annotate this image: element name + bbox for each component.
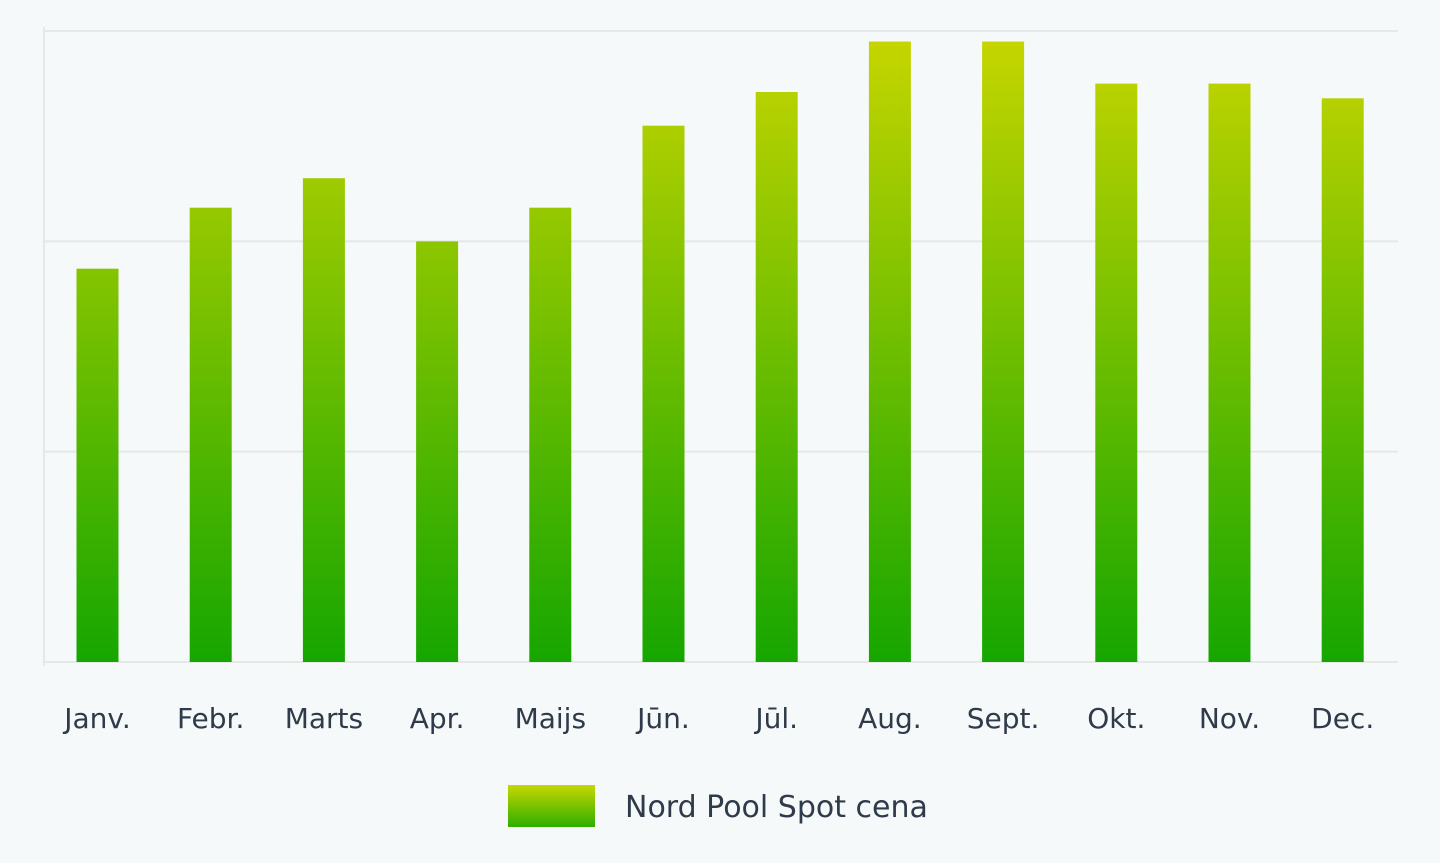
bar-7 — [868, 41, 911, 663]
x-tick-label: Janv. — [62, 702, 130, 735]
legend-label: Nord Pool Spot cena — [625, 790, 928, 825]
x-tick-label: Maijs — [515, 702, 586, 735]
bar-2 — [302, 178, 345, 662]
legend: Nord Pool Spot cena — [508, 785, 928, 827]
bars — [76, 41, 1364, 663]
legend-swatch — [508, 785, 595, 827]
bar-9 — [1095, 83, 1138, 663]
bar-8 — [982, 41, 1025, 663]
x-tick-label: Apr. — [410, 702, 465, 735]
x-tick-label: Sept. — [967, 702, 1040, 735]
x-tick-label: Jūl. — [753, 702, 798, 735]
bar-4 — [529, 207, 572, 662]
bar-3 — [416, 241, 459, 663]
x-tick-label: Dec. — [1311, 702, 1374, 735]
x-tick-label: Febr. — [177, 702, 244, 735]
bar-11 — [1321, 98, 1364, 663]
bar-0 — [76, 268, 119, 662]
x-tick-label: Jūn. — [635, 702, 690, 735]
x-tick-label: Nov. — [1199, 702, 1260, 735]
bar-1 — [189, 207, 232, 662]
x-tick-label: Aug. — [858, 702, 922, 735]
bar-10 — [1208, 83, 1251, 663]
bar-5 — [642, 125, 685, 662]
bar-6 — [755, 91, 798, 663]
grid-lines — [43, 27, 1398, 666]
x-tick-label: Marts — [285, 702, 363, 735]
x-tick-label: Okt. — [1087, 702, 1145, 735]
x-axis-labels: Janv. Febr. Marts Apr. Maijs Jūn. Jūl. Aug. Sept… — [62, 702, 1374, 735]
